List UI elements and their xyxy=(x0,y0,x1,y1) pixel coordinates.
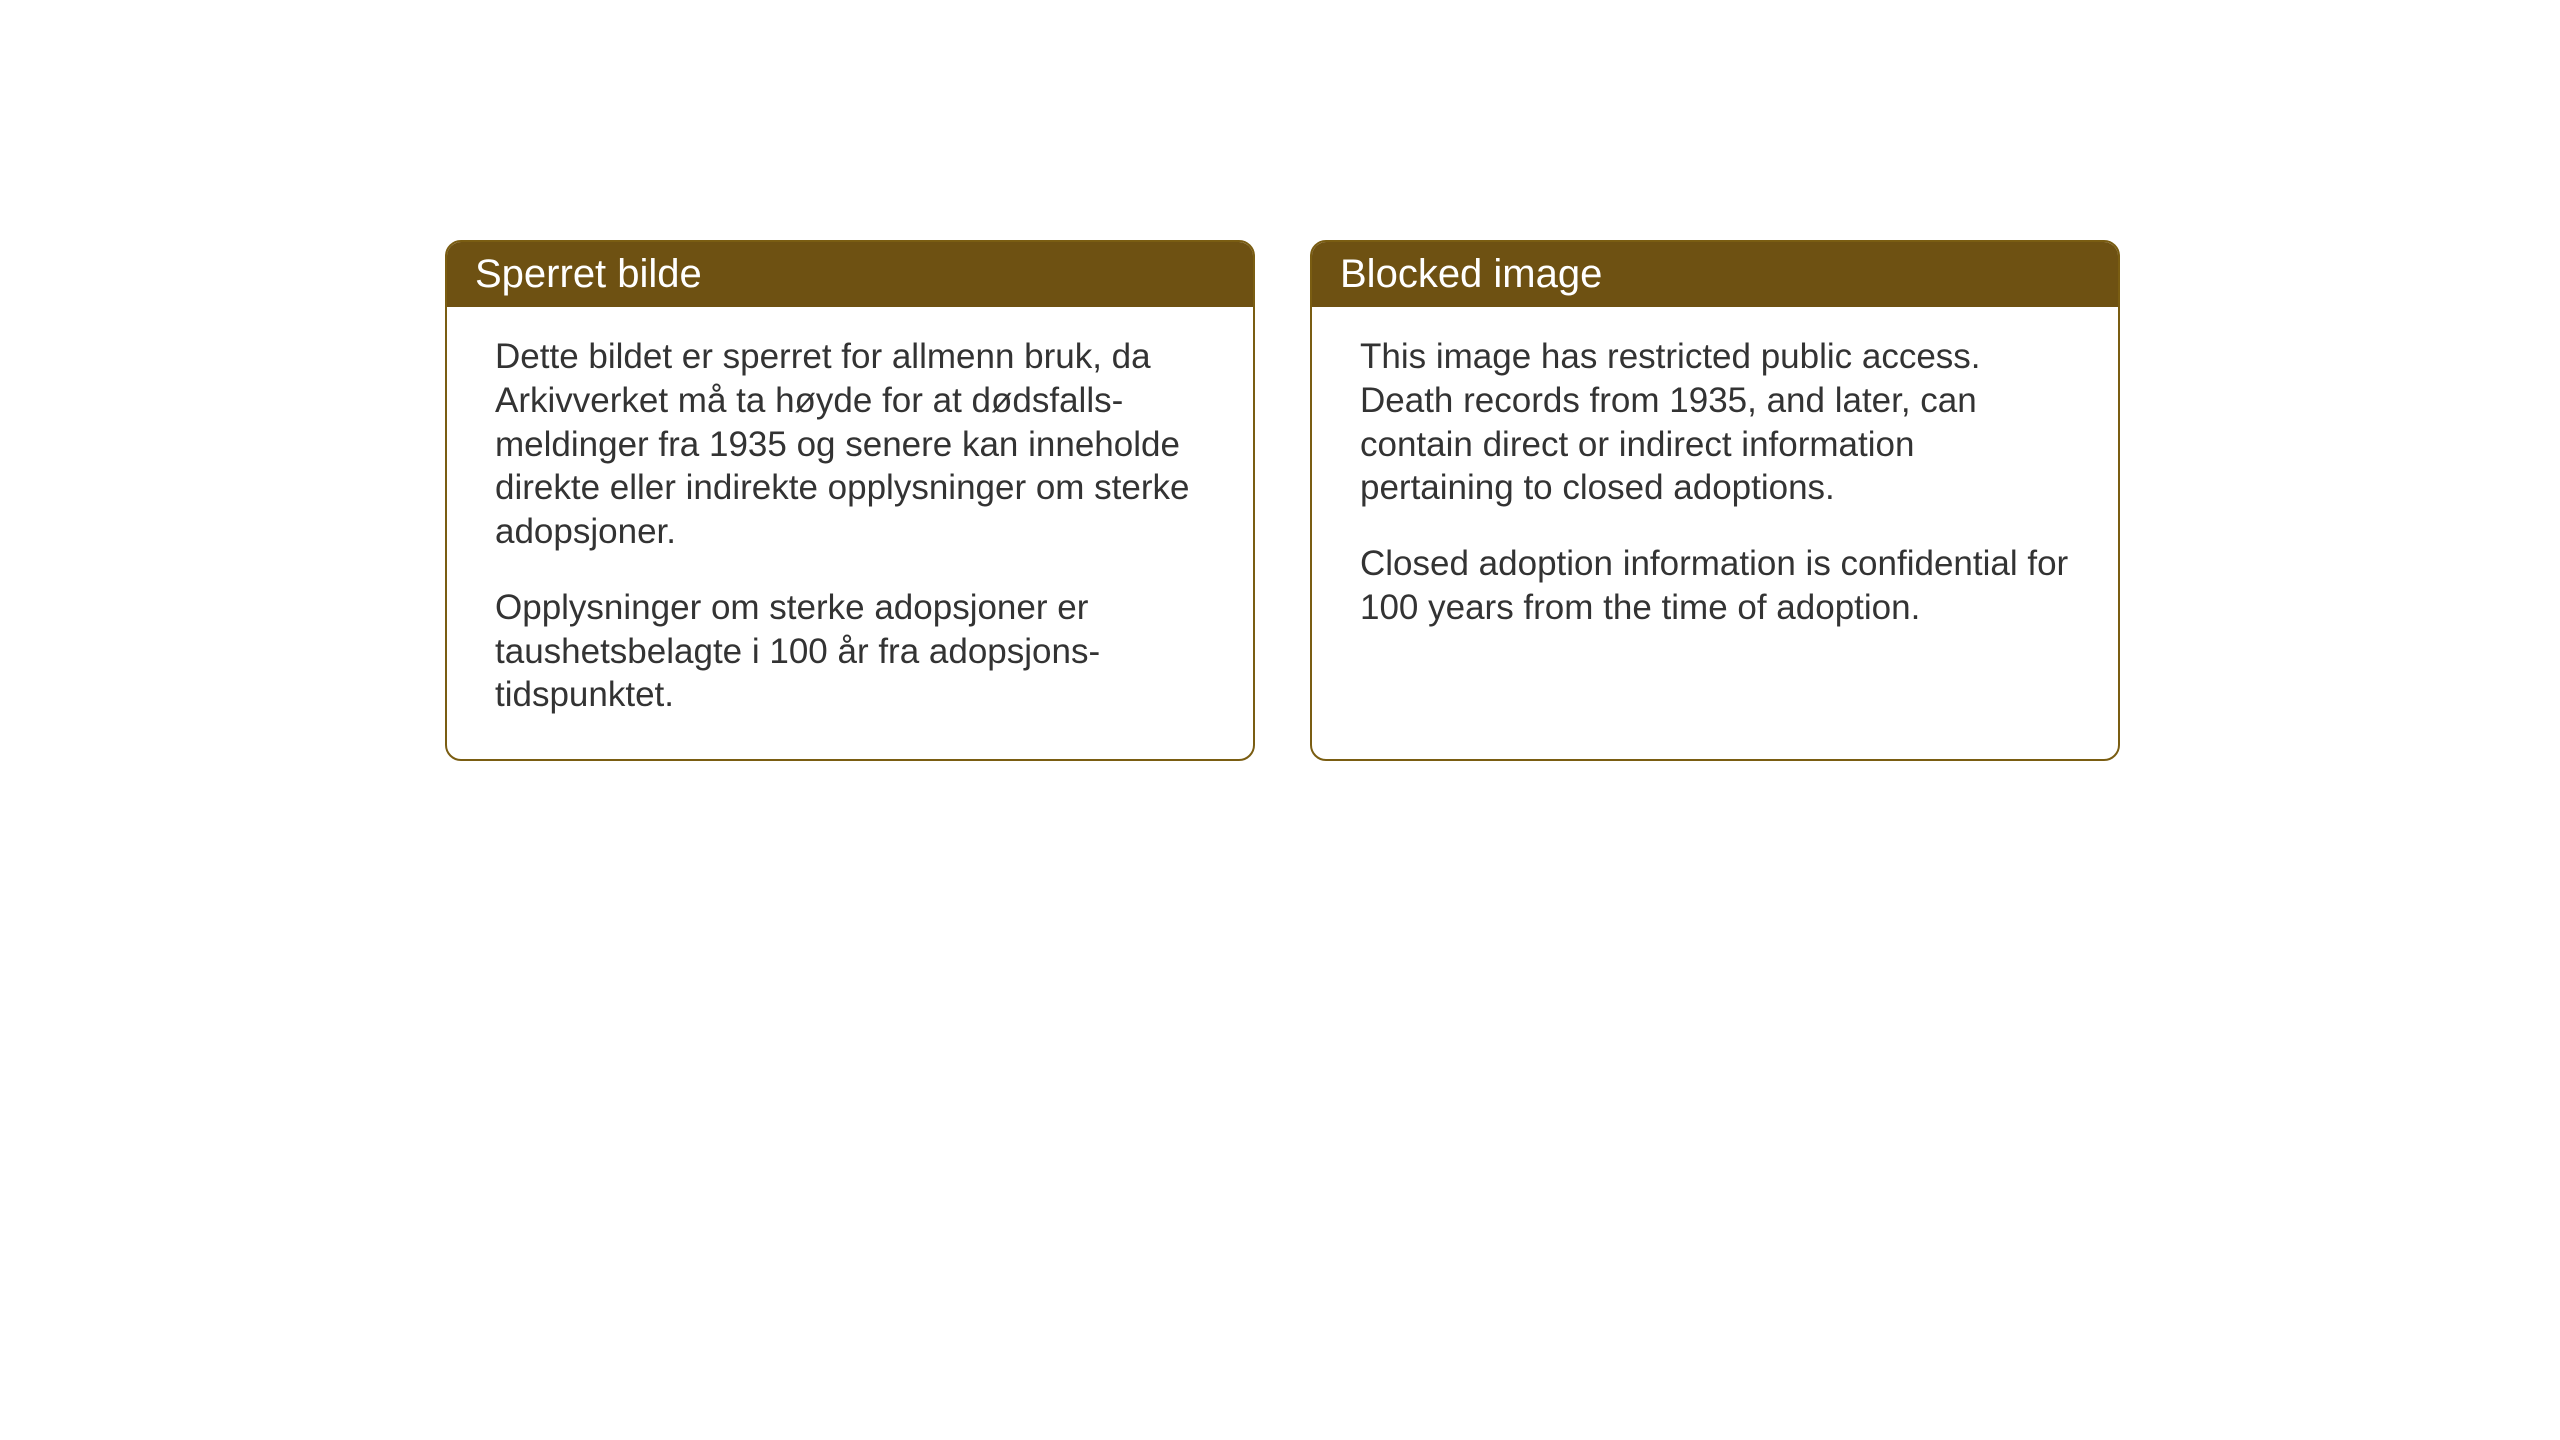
norwegian-notice-card: Sperret bilde Dette bildet er sperret fo… xyxy=(445,240,1255,761)
english-card-title: Blocked image xyxy=(1312,242,2118,307)
english-notice-card: Blocked image This image has restricted … xyxy=(1310,240,2120,761)
english-paragraph-2: Closed adoption information is confident… xyxy=(1360,542,2070,630)
norwegian-paragraph-1: Dette bildet er sperret for allmenn bruk… xyxy=(495,335,1205,554)
norwegian-paragraph-2: Opplysninger om sterke adopsjoner er tau… xyxy=(495,586,1205,717)
norwegian-card-title: Sperret bilde xyxy=(447,242,1253,307)
notice-container: Sperret bilde Dette bildet er sperret fo… xyxy=(445,240,2120,761)
norwegian-card-body: Dette bildet er sperret for allmenn bruk… xyxy=(447,307,1253,759)
english-paragraph-1: This image has restricted public access.… xyxy=(1360,335,2070,510)
english-card-body: This image has restricted public access.… xyxy=(1312,307,2118,672)
